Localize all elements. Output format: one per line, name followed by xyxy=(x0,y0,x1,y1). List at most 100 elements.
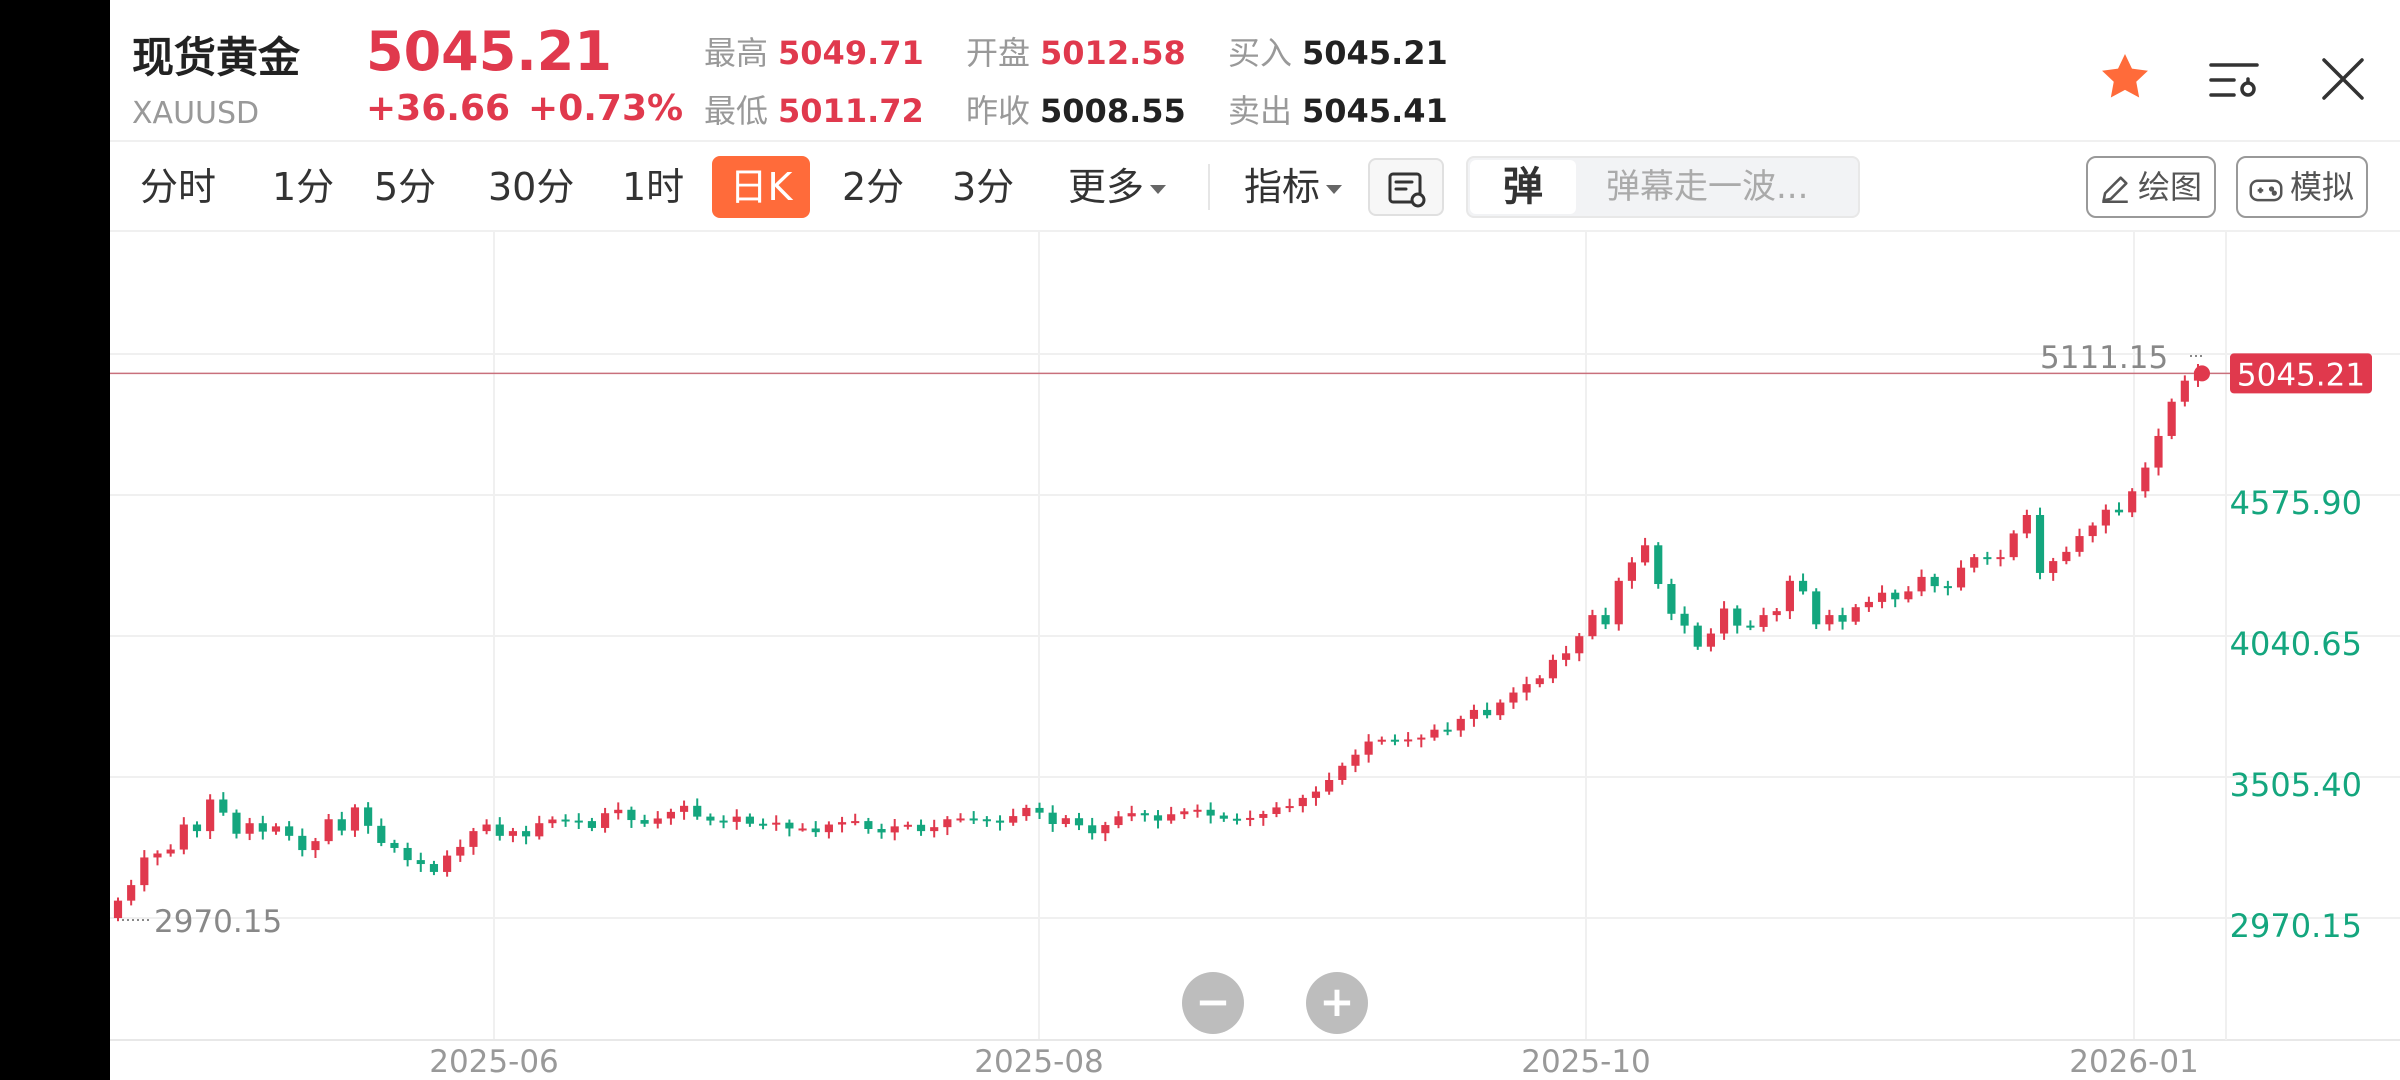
stat-value: 5008.55 xyxy=(1040,92,1186,130)
candle-body xyxy=(2009,533,2018,558)
candle-body xyxy=(1956,567,1966,588)
danmu-toggle-icon[interactable]: 弹 xyxy=(1470,160,1576,214)
candle-body xyxy=(995,820,1005,823)
candle-body xyxy=(2022,514,2031,534)
candle-body xyxy=(1588,615,1597,637)
chevron-down-icon xyxy=(1326,185,1343,194)
candle-body xyxy=(1377,739,1386,742)
candle-body xyxy=(1061,818,1070,824)
candlestick-chart[interactable]: 5045.21 5111.15 2970.15 4575.90 4040.65 3505.… xyxy=(110,0,2400,1080)
candle-body xyxy=(1351,754,1360,766)
instrument-name: 现货黄金 xyxy=(132,33,301,82)
candle-body xyxy=(1259,813,1268,818)
candle-body xyxy=(1246,817,1255,820)
candle-body xyxy=(232,812,241,834)
danmu-input[interactable]: 弹 弹幕走一波... xyxy=(1466,156,1860,218)
stat-bid: 买入 5045.21 xyxy=(1228,28,1448,74)
period-tab-1hour[interactable]: 1时 xyxy=(622,165,685,209)
candle-body xyxy=(903,824,912,827)
candle-body xyxy=(271,826,281,832)
candle-body xyxy=(166,849,175,854)
stat-low: 最低 5011.72 xyxy=(704,86,924,132)
candle-body xyxy=(1877,592,1887,602)
period-tab-2min[interactable]: 2分 xyxy=(842,165,905,209)
x-tick-label: 2025-10 xyxy=(1521,1044,1651,1080)
candle-body xyxy=(1167,814,1176,821)
candle-body xyxy=(1535,678,1544,685)
list-settings-icon[interactable] xyxy=(2208,60,2260,104)
stat-value: 5012.58 xyxy=(1040,34,1186,72)
candle-body xyxy=(522,831,531,837)
stat-open: 开盘 5012.58 xyxy=(966,28,1186,74)
last-price: 5045.21 xyxy=(366,20,612,83)
stat-high: 最高 5049.71 xyxy=(704,28,924,74)
candle-body xyxy=(601,813,610,828)
period-tab-daily[interactable]: 日K xyxy=(712,156,810,218)
stat-label: 最低 xyxy=(704,92,769,130)
stat-ask: 卖出 5045.41 xyxy=(1228,86,1448,132)
close-icon[interactable] xyxy=(2320,56,2366,106)
candle-body xyxy=(851,821,860,824)
candle-body xyxy=(377,825,386,843)
zoom-in-button[interactable]: + xyxy=(1306,972,1368,1034)
more-periods-dropdown[interactable]: 更多 xyxy=(1062,156,1172,218)
candle-body xyxy=(1733,608,1742,626)
candle-body xyxy=(1614,580,1623,625)
candle-body xyxy=(1838,615,1847,622)
candle-body xyxy=(1127,813,1136,817)
period-tab-5min[interactable]: 5分 xyxy=(374,165,437,209)
indicator-label: 指标 xyxy=(1244,165,1321,209)
chevron-down-icon xyxy=(1150,185,1167,194)
candle-body xyxy=(364,807,373,826)
candle-body xyxy=(1601,615,1610,625)
app-window: 5045.21 5111.15 2970.15 4575.90 4040.65 3505.… xyxy=(110,0,2400,1080)
candle-body xyxy=(1311,791,1321,798)
candle-body xyxy=(1338,765,1347,781)
candle-body xyxy=(206,799,215,832)
candle-body xyxy=(1825,615,1834,625)
period-tab-1min[interactable]: 1分 xyxy=(272,165,335,209)
indicator-dropdown[interactable]: 指标 xyxy=(1244,156,1343,218)
zoom-out-button[interactable]: − xyxy=(1182,972,1244,1034)
candle-body xyxy=(679,805,689,812)
candle-body xyxy=(574,820,583,823)
candle-body xyxy=(1983,557,1992,560)
candle-body xyxy=(1114,816,1123,826)
candle-body xyxy=(535,823,544,837)
candle-body xyxy=(2114,509,2124,513)
candle-body xyxy=(982,819,991,822)
candle-body xyxy=(2141,467,2150,492)
x-tick-label: 2025-08 xyxy=(974,1044,1104,1080)
chart-settings-button[interactable] xyxy=(1368,158,1444,216)
period-tab-30min[interactable]: 30分 xyxy=(488,165,575,209)
candle-body xyxy=(1404,739,1413,742)
candle-body xyxy=(943,819,952,828)
draw-button[interactable]: 绘图 xyxy=(2086,156,2217,218)
candle-body xyxy=(1022,807,1031,817)
period-tab-3min[interactable]: 3分 xyxy=(952,165,1015,209)
candle-body xyxy=(1943,586,1952,589)
candle-body xyxy=(1798,580,1808,592)
candle-body xyxy=(864,821,873,830)
candle-body xyxy=(2088,525,2097,537)
price-change: +36.66 +0.73% xyxy=(366,88,701,129)
candle-body xyxy=(258,823,267,832)
simulate-button[interactable]: 模拟 xyxy=(2236,156,2369,218)
candle-body xyxy=(1996,557,2005,560)
candle-body xyxy=(719,820,728,823)
candle-body xyxy=(1272,807,1281,814)
candle-body xyxy=(916,824,926,832)
candle-body xyxy=(1496,702,1505,716)
period-tab-intraday[interactable]: 分时 xyxy=(140,165,217,209)
y-tick-label: 4040.65 xyxy=(2230,625,2362,663)
y-tick-label: 2970.15 xyxy=(2230,907,2362,945)
candle-body xyxy=(443,855,452,872)
last-price-tag xyxy=(2230,353,2372,394)
candle-body xyxy=(653,818,662,824)
star-icon[interactable] xyxy=(2097,50,2153,108)
candle-body xyxy=(1153,815,1163,821)
candle-body xyxy=(1654,545,1663,585)
candle-body xyxy=(508,831,518,836)
change-value: +36.66 xyxy=(366,88,511,129)
candle-body xyxy=(1759,615,1768,627)
